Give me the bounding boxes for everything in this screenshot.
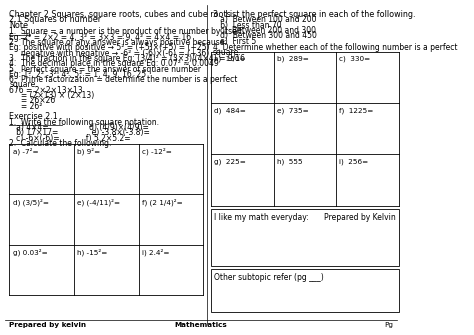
Text: Other subtopic refer (pg ___): Other subtopic refer (pg ___)	[214, 273, 324, 282]
Text: = (2×13) × (2×13): = (2×13) × (2×13)	[9, 91, 95, 100]
Text: b) 9²=: b) 9²=	[77, 147, 100, 155]
Text: i) 2.4²=: i) 2.4²=	[142, 249, 169, 256]
Text: Note: Note	[9, 21, 28, 30]
Text: Note: Note	[9, 21, 28, 30]
Text: 5.  Perfect square = the answer of square number: 5. Perfect square = the answer of square…	[9, 65, 201, 73]
Text: d)  484=: d) 484=	[214, 107, 246, 114]
Text: h)  555: h) 555	[277, 158, 302, 165]
Text: c) -12²=: c) -12²=	[142, 147, 172, 155]
Text: = 26×26: = 26×26	[9, 96, 55, 106]
Text: a) 4×4=                 d) (4/9)×(4/9)=: a) 4×4= d) (4/9)×(4/9)=	[9, 123, 149, 132]
Text: I like my math everyday:: I like my math everyday:	[214, 213, 309, 222]
Text: i)  256=: i) 256=	[339, 158, 369, 165]
Bar	[211, 269, 399, 312]
Text: c)  330=: c) 330=	[339, 56, 371, 62]
Text: = 26²: = 26²	[9, 102, 43, 111]
Text: 6.  Prime factorization = determine the number is a perfect: 6. Prime factorization = determine the n…	[9, 75, 238, 84]
Text: a)  Between 100 and 200: a) Between 100 and 200	[213, 15, 317, 24]
Text: square.: square.	[9, 80, 38, 89]
Text: Mathematics: Mathematics	[175, 322, 228, 328]
Text: negative with negative → -6² = (-6)×(-6) = (+36): negative with negative → -6² = (-6)×(-6)…	[9, 49, 210, 58]
Text: 1.  Write the following square notation.: 1. Write the following square notation.	[9, 118, 159, 127]
Text: Pg: Pg	[384, 322, 393, 328]
Text: Chapter 2 Squares, square roots, cubes and cube roots.: Chapter 2 Squares, square roots, cubes a…	[9, 10, 234, 19]
Text: Exercise 2.1: Exercise 2.1	[9, 112, 58, 121]
Text: Exercise 2.1: Exercise 2.1	[9, 112, 58, 121]
Text: 676 = 2×2×13×13: 676 = 2×2×13×13	[9, 86, 83, 95]
Text: b)  Less than 70: b) Less than 70	[213, 21, 282, 30]
Text: 2.  Calculate the following.: 2. Calculate the following.	[9, 139, 112, 148]
Text: e)  735=: e) 735=	[277, 107, 309, 114]
Text: 3.  List the perfect square in each of the following.: 3. List the perfect square in each of th…	[213, 10, 416, 19]
Text: h) -15²=: h) -15²=	[77, 249, 108, 256]
Text: 3.  The fraction in the square Eg: (3/4)² = (3×3)/(4×4) = 9/16: 3. The fraction in the square Eg: (3/4)²…	[9, 54, 246, 63]
Text: 1.  Square = a number is the product of the number by itself.: 1. Square = a number is the product of t…	[9, 27, 244, 36]
Text: 2.  The square of any answer is always positive because:: 2. The square of any answer is always po…	[9, 38, 227, 47]
Text: b) 17×17=              e) -3.8×(-3.8)=: b) 17×17= e) -3.8×(-3.8)=	[9, 128, 150, 137]
Text: a) -7²=: a) -7²=	[13, 147, 38, 155]
Text: Prepared by kelvin: Prepared by kelvin	[9, 322, 86, 328]
Text: a)  150=: a) 150=	[214, 56, 246, 62]
Text: 4. Determine whether each of the following number is a perfect: 4. Determine whether each of the followi…	[213, 43, 457, 52]
Text: Prepared by Kelvin: Prepared by Kelvin	[324, 213, 396, 222]
Text: g)  225=: g) 225=	[214, 158, 246, 165]
Text: 2.1 Squares of number: 2.1 Squares of number	[9, 15, 101, 24]
Text: Eg: 1², 2², 3², 4², 5² = 1, 4, 9, 16, 25: Eg: 1², 2², 3², 4², 5² = 1, 4, 9, 16, 25	[9, 70, 146, 79]
Text: e) (-4/11)²=: e) (-4/11)²=	[77, 198, 120, 206]
Text: e)  First 5: e) First 5	[213, 37, 256, 46]
Text: c) -6×(-6)=           f) 5.2×5.2=: c) -6×(-6)= f) 5.2×5.2=	[9, 134, 131, 143]
Text: d)  Between 300 and 450: d) Between 300 and 450	[213, 31, 317, 40]
Text: d) (3/5)²=: d) (3/5)²=	[13, 198, 48, 206]
Text: Eg: 2² = 2×2 = 4, 3² = 3×3 = 9, 4² = 4×4 = 16: Eg: 2² = 2×2 = 4, 3² = 3×3 = 9, 4² = 4×4…	[9, 32, 191, 42]
Text: square.: square.	[213, 48, 242, 57]
Text: b)  289=: b) 289=	[277, 56, 309, 62]
Text: g) 0.03²=: g) 0.03²=	[13, 249, 47, 256]
Text: f) (2 1/4)²=: f) (2 1/4)²=	[142, 198, 182, 206]
Bar	[211, 209, 399, 266]
Text: f)  1225=: f) 1225=	[339, 107, 374, 114]
Text: 4.  The decimal place in the square Eg: 0.07² ≈ 0.0049: 4. The decimal place in the square Eg: 0…	[9, 59, 219, 68]
Text: c)  Between 200 and 300: c) Between 200 and 300	[213, 26, 316, 35]
Text: Eg: positive with positive → 5² = (+5)×(+5) = (+25): Eg: positive with positive → 5² = (+5)×(…	[9, 43, 210, 52]
